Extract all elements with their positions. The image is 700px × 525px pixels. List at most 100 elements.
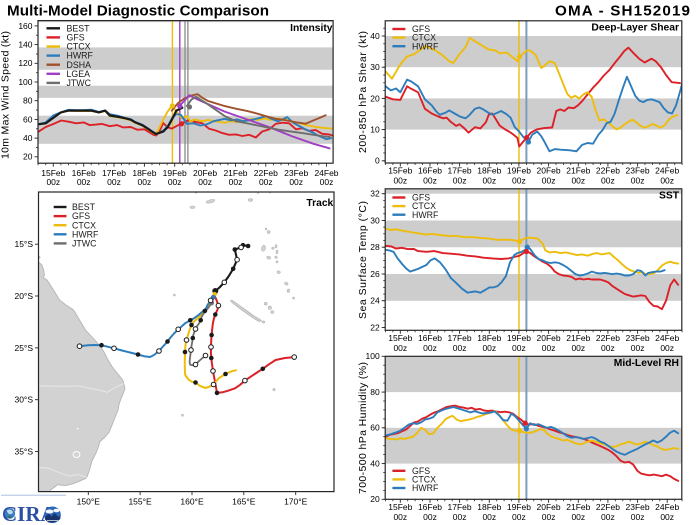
svg-text:35°S: 35°S — [14, 446, 33, 456]
svg-text:21Feb: 21Feb — [566, 166, 590, 176]
svg-text:GFS: GFS — [67, 33, 85, 43]
svg-text:JTWC: JTWC — [67, 78, 92, 88]
svg-text:Intensity: Intensity — [290, 23, 333, 34]
svg-text:20°S: 20°S — [14, 291, 33, 301]
svg-text:22Feb: 22Feb — [596, 502, 620, 512]
svg-text:HWRF: HWRF — [412, 483, 439, 493]
svg-text:00z: 00z — [229, 177, 243, 187]
svg-text:00z: 00z — [453, 343, 467, 353]
svg-text:24Feb: 24Feb — [314, 168, 338, 178]
svg-text:18Feb: 18Feb — [132, 168, 156, 178]
svg-text:80: 80 — [370, 387, 380, 397]
svg-text:00z: 00z — [453, 512, 467, 522]
svg-text:140: 140 — [18, 40, 32, 50]
svg-text:21Feb: 21Feb — [223, 168, 247, 178]
svg-text:24: 24 — [370, 296, 380, 306]
svg-text:SST: SST — [659, 191, 680, 202]
svg-text:GFS: GFS — [72, 211, 90, 221]
svg-text:00z: 00z — [423, 343, 437, 353]
svg-text:00z: 00z — [631, 512, 645, 522]
svg-text:18Feb: 18Feb — [477, 502, 501, 512]
svg-text:19Feb: 19Feb — [507, 166, 531, 176]
svg-text:30°S: 30°S — [14, 395, 33, 405]
svg-text:17Feb: 17Feb — [448, 502, 472, 512]
svg-text:00z: 00z — [660, 343, 674, 353]
svg-text:BEST: BEST — [72, 202, 96, 212]
svg-text:20: 20 — [370, 494, 380, 504]
svg-text:0: 0 — [375, 156, 380, 166]
svg-text:15Feb: 15Feb — [41, 168, 65, 178]
svg-text:Track: Track — [306, 198, 333, 209]
svg-text:30: 30 — [370, 215, 380, 225]
svg-text:60: 60 — [23, 114, 33, 124]
svg-text:16Feb: 16Feb — [72, 168, 96, 178]
svg-text:00z: 00z — [320, 177, 334, 187]
svg-text:00z: 00z — [601, 343, 615, 353]
svg-text:10: 10 — [370, 125, 380, 135]
svg-text:16Feb: 16Feb — [418, 166, 442, 176]
svg-text:CTCX: CTCX — [72, 220, 96, 230]
svg-text:JTWC: JTWC — [72, 239, 97, 249]
svg-text:200-850 hPa Shear (kt): 200-850 hPa Shear (kt) — [357, 31, 369, 153]
svg-text:21Feb: 21Feb — [566, 502, 590, 512]
svg-text:26: 26 — [370, 269, 380, 279]
svg-text:00z: 00z — [482, 512, 496, 522]
svg-text:700-500 hPa Humidity (%): 700-500 hPa Humidity (%) — [357, 362, 369, 494]
svg-text:00z: 00z — [423, 176, 437, 186]
svg-text:CIRA: CIRA — [2, 502, 57, 525]
svg-text:22: 22 — [370, 322, 380, 332]
svg-text:17Feb: 17Feb — [448, 333, 472, 343]
svg-text:16Feb: 16Feb — [418, 502, 442, 512]
svg-text:16Feb: 16Feb — [418, 333, 442, 343]
svg-text:Sea Surface Temp (°C): Sea Surface Temp (°C) — [357, 201, 369, 319]
svg-text:DSHA: DSHA — [67, 60, 92, 70]
svg-text:00z: 00z — [168, 177, 182, 187]
svg-text:00z: 00z — [571, 176, 585, 186]
svg-text:24Feb: 24Feb — [655, 166, 679, 176]
svg-text:20: 20 — [370, 93, 380, 103]
svg-text:CTCX: CTCX — [412, 475, 436, 485]
svg-text:00z: 00z — [289, 177, 303, 187]
svg-text:00z: 00z — [631, 343, 645, 353]
svg-text:165°E: 165°E — [232, 496, 256, 506]
svg-text:24Feb: 24Feb — [655, 502, 679, 512]
svg-text:00z: 00z — [571, 343, 585, 353]
svg-text:17Feb: 17Feb — [102, 168, 126, 178]
svg-text:00z: 00z — [259, 177, 273, 187]
svg-text:00z: 00z — [482, 343, 496, 353]
svg-text:18Feb: 18Feb — [477, 333, 501, 343]
svg-text:160°E: 160°E — [180, 496, 204, 506]
svg-text:80: 80 — [23, 96, 33, 106]
svg-text:160: 160 — [18, 21, 32, 31]
svg-text:40: 40 — [370, 458, 380, 468]
svg-text:00z: 00z — [453, 176, 467, 186]
svg-text:22Feb: 22Feb — [596, 166, 620, 176]
svg-text:22Feb: 22Feb — [254, 168, 278, 178]
svg-text:23Feb: 23Feb — [284, 168, 308, 178]
svg-text:00z: 00z — [542, 176, 556, 186]
svg-text:120: 120 — [18, 58, 32, 68]
svg-text:CTCX: CTCX — [412, 201, 436, 211]
svg-text:15Feb: 15Feb — [388, 166, 412, 176]
svg-text:40: 40 — [370, 31, 380, 41]
svg-text:00z: 00z — [138, 177, 152, 187]
svg-text:100: 100 — [366, 351, 380, 361]
svg-text:HWRF: HWRF — [412, 210, 439, 220]
svg-text:150°E: 150°E — [77, 496, 101, 506]
svg-text:00z: 00z — [393, 512, 407, 522]
svg-text:Mid-Level RH: Mid-Level RH — [614, 358, 679, 369]
svg-text:CTCX: CTCX — [412, 33, 436, 43]
svg-text:23Feb: 23Feb — [626, 166, 650, 176]
svg-text:23Feb: 23Feb — [626, 502, 650, 512]
svg-text:00z: 00z — [512, 343, 526, 353]
svg-text:20Feb: 20Feb — [193, 168, 217, 178]
svg-text:00z: 00z — [542, 343, 556, 353]
svg-text:10m Max Wind Speed (kt): 10m Max Wind Speed (kt) — [0, 31, 12, 159]
svg-text:00z: 00z — [198, 177, 212, 187]
svg-text:GFS: GFS — [412, 24, 430, 34]
svg-text:18Feb: 18Feb — [477, 166, 501, 176]
svg-text:HWRF: HWRF — [412, 41, 439, 51]
svg-text:00z: 00z — [542, 512, 556, 522]
svg-text:19Feb: 19Feb — [163, 168, 187, 178]
svg-text:20: 20 — [23, 152, 33, 162]
